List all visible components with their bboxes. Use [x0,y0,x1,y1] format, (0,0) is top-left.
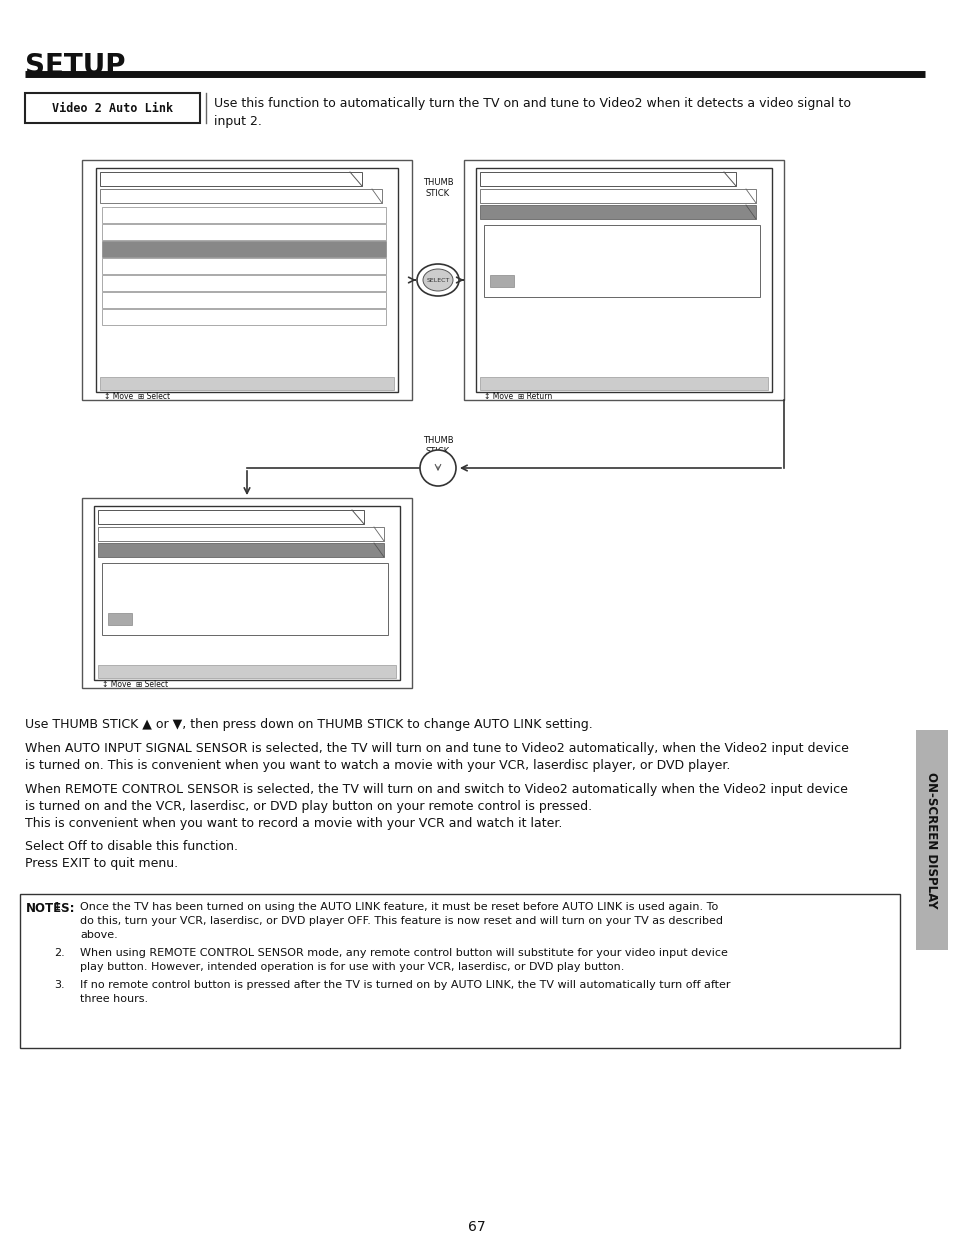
Bar [100,172,361,186]
Text: Use THUMB STICK ▲ or ▼, then press down on THUMB STICK to change AUTO LINK setti: Use THUMB STICK ▲ or ▼, then press down … [25,718,592,731]
Text: ○ Auto Input Signal Sensor: ○ Auto Input Signal Sensor [490,238,603,247]
Text: Set The Inputs: Set The Inputs [102,530,163,538]
Text: Video1 Rename: Video1 Rename [106,210,172,220]
Text: is turned on. This is convenient when you want to watch a movie with your VCR, l: is turned on. This is convenient when yo… [25,758,730,772]
Text: play button. However, intended operation is for use with your VCR, laserdisc, or: play button. However, intended operation… [80,962,623,972]
Text: ○ Remote Control Sensor: ○ Remote Control Sensor [490,258,597,268]
Bar [94,506,399,680]
Bar [915,730,947,950]
Text: Video2 Auto Link: Video2 Auto Link [106,245,187,253]
Text: Video2 Auto Link: Video2 Auto Link [102,546,183,555]
Text: Video4 Rename: Video4 Rename [106,279,172,288]
Text: ● Off: ● Off [493,277,515,285]
Bar [98,543,384,557]
Text: IEEE-1394: IEEE-1394 [106,312,149,321]
Text: Video2 Auto Link: Video2 Auto Link [483,207,564,216]
Text: Setup: Setup [102,513,127,521]
Bar [476,168,771,391]
Text: ↕ Move  ⊞ Select: ↕ Move ⊞ Select [102,680,168,689]
Text: Video5 Rename: Video5 Rename [106,295,172,305]
Text: 1.: 1. [54,903,65,913]
Bar [102,207,386,224]
Bar [102,258,386,274]
Bar [98,664,395,678]
Text: ↕ Move  ⊞ Select: ↕ Move ⊞ Select [104,391,170,401]
Bar [102,241,386,257]
Text: ON-SCREEN DISPLAY: ON-SCREEN DISPLAY [924,772,938,908]
Text: Select Off to disable this function.: Select Off to disable this function. [25,840,237,853]
Text: THUMB
STICK: THUMB STICK [422,436,453,456]
Text: Video2 Rename: Video2 Rename [106,227,172,236]
Bar [100,189,381,203]
Text: SETUP: SETUP [25,52,126,80]
Bar [479,205,755,219]
Text: ○ Remote Control Sensor: ○ Remote Control Sensor [108,597,214,605]
Text: When AUTO INPUT SIGNAL SENSOR is selected, the TV will turn on and tune to Video: When AUTO INPUT SIGNAL SENSOR is selecte… [25,742,848,755]
Text: Use this function to automatically turn the TV on and tune to Video2 when it det: Use this function to automatically turn … [213,98,850,128]
Bar [102,224,386,240]
Text: above.: above. [80,930,117,940]
Text: 2.: 2. [54,948,65,958]
Text: SELECT: SELECT [426,278,449,283]
Text: Press EXIT to quit menu.: Press EXIT to quit menu. [25,857,178,871]
Bar [20,894,899,1049]
Bar [25,93,200,124]
Bar [98,527,384,541]
Text: ● Off: ● Off [111,615,133,624]
Text: do this, turn your VCR, laserdisc, or DVD player OFF. This feature is now reset : do this, turn your VCR, laserdisc, or DV… [80,916,722,926]
Text: Once the TV has been turned on using the AUTO LINK feature, it must be reset bef: Once the TV has been turned on using the… [80,903,718,913]
Bar [463,161,783,400]
Bar [82,161,412,400]
Bar [102,309,386,325]
Text: THUMB
STICK: THUMB STICK [422,178,453,198]
Bar [102,275,386,291]
Text: NOTES:: NOTES: [26,903,75,915]
Text: When REMOTE CONTROL SENSOR is selected, the TV will turn on and switch to Video2: When REMOTE CONTROL SENSOR is selected, … [25,783,847,795]
Text: Setup: Setup [483,174,508,184]
Bar [490,275,514,287]
Text: 67: 67 [468,1220,485,1234]
Bar [102,563,388,635]
Text: When using REMOTE CONTROL SENSOR mode, any remote control button will substitute: When using REMOTE CONTROL SENSOR mode, a… [80,948,727,958]
Text: three hours.: three hours. [80,994,148,1004]
Bar [108,613,132,625]
Bar [483,225,760,296]
Bar [96,168,397,391]
Circle shape [419,450,456,487]
Bar [102,291,386,308]
Text: is turned on and the VCR, laserdisc, or DVD play button on your remote control i: is turned on and the VCR, laserdisc, or … [25,799,592,813]
Text: Set The Inputs: Set The Inputs [104,191,165,200]
Text: ○ Auto Input Signal Sensor: ○ Auto Input Signal Sensor [108,577,222,585]
Bar [98,510,364,524]
Bar [82,498,412,688]
Text: If no remote control button is pressed after the TV is turned on by AUTO LINK, t: If no remote control button is pressed a… [80,981,730,990]
Text: Video3 Rename: Video3 Rename [106,262,172,270]
Ellipse shape [422,269,453,291]
Text: Setup: Setup [104,174,129,184]
Text: 3.: 3. [54,981,65,990]
Bar [479,172,735,186]
Ellipse shape [416,264,458,296]
Bar [479,189,755,203]
Bar [479,377,767,390]
Text: Set The Inputs: Set The Inputs [483,191,544,200]
Bar [100,377,394,390]
Text: Video 2 Auto Link: Video 2 Auto Link [51,101,172,115]
Text: This is convenient when you want to record a movie with your VCR and watch it la: This is convenient when you want to reco… [25,816,561,830]
Text: ↕ Move  ⊞ Return: ↕ Move ⊞ Return [483,391,552,401]
